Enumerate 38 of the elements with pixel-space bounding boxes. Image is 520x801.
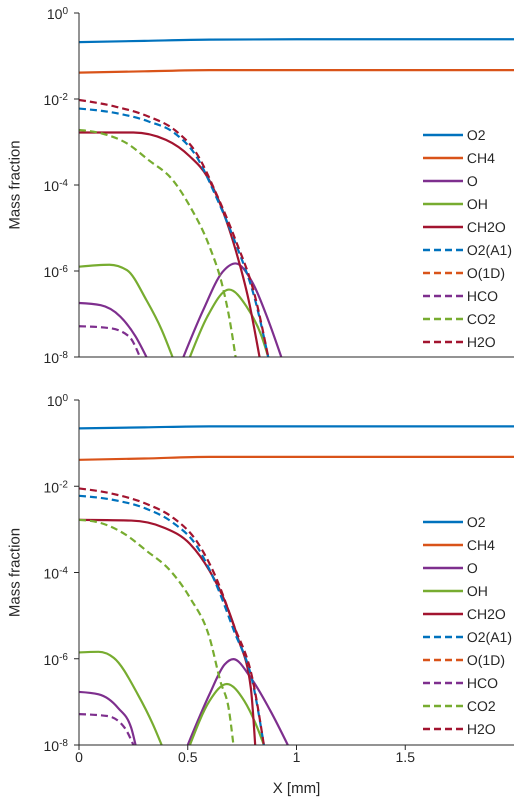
x-axis-title: X [mm] bbox=[272, 780, 320, 797]
legend-label: O2 bbox=[466, 514, 486, 530]
legend-label: CH4 bbox=[466, 150, 495, 166]
x-tick-label: 0.5 bbox=[178, 748, 198, 765]
legend-label: O(1D) bbox=[466, 652, 505, 668]
legend-label: O2(A1) bbox=[466, 628, 512, 645]
y-tick-label: 10$^{-6}$ bbox=[44, 264, 68, 280]
legend-label: CH2O bbox=[466, 218, 506, 235]
line-series bbox=[79, 325, 141, 357]
y-tick-label: 10$^{-4}$ bbox=[44, 178, 68, 194]
y-tick-label: 10$^{-8}$ bbox=[44, 738, 68, 754]
y-tick-label: 10$^{-2}$ bbox=[44, 92, 68, 108]
legend-label: OH bbox=[466, 582, 488, 599]
y-tick-label: 10$^{0}$ bbox=[46, 6, 68, 22]
y-tick-label: 10$^{-4}$ bbox=[44, 565, 68, 582]
y-tick-label: 10$^{0}$ bbox=[46, 392, 68, 409]
legend-label: H2O bbox=[466, 720, 496, 737]
y-tick-label: 10$^{-8}$ bbox=[44, 350, 68, 366]
x-tick-label: 0 bbox=[75, 748, 84, 765]
legend-label: CH4 bbox=[466, 536, 495, 553]
legend-label: O bbox=[466, 172, 478, 189]
legend-label: CO2 bbox=[466, 698, 496, 714]
x-tick-label: 1 bbox=[292, 748, 301, 765]
y-tick-label: 10$^{-6}$ bbox=[44, 651, 68, 668]
y-axis-title: Mass fraction bbox=[6, 528, 24, 618]
legend-label: O(1D) bbox=[466, 264, 505, 281]
legend-label: HCO bbox=[466, 288, 498, 304]
legend-label: OH bbox=[466, 196, 488, 212]
legend-label: CO2 bbox=[466, 310, 496, 327]
x-tick-label: 1.5 bbox=[396, 748, 416, 765]
y-axis-title: Mass fraction bbox=[6, 140, 24, 230]
legend-label: H2O bbox=[466, 334, 496, 350]
legend-label: O2(A1) bbox=[466, 242, 512, 258]
legend-label: CH2O bbox=[466, 606, 506, 622]
y-tick-label: 10$^{-2}$ bbox=[44, 478, 68, 496]
legend-label: O2 bbox=[466, 126, 486, 143]
legend-label: O bbox=[466, 560, 478, 576]
legend-label: HCO bbox=[466, 674, 498, 691]
